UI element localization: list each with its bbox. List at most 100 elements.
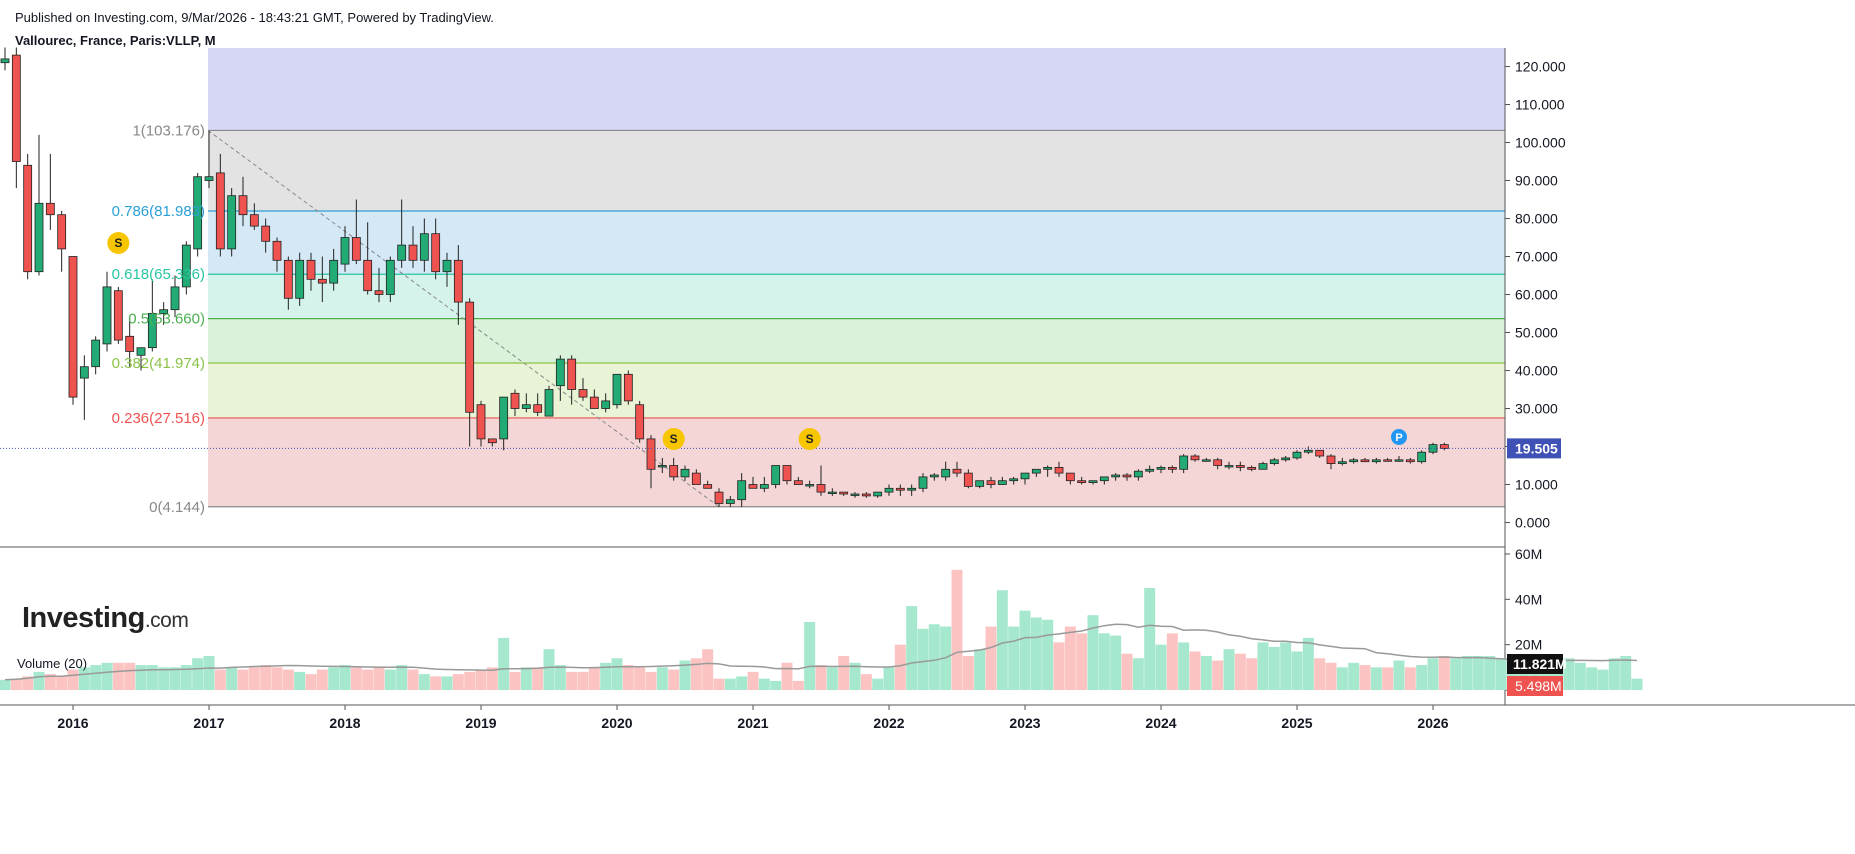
price-tick-label: 80.000	[1515, 211, 1558, 227]
volume-tick-label: 20M	[1515, 637, 1542, 653]
volume-bar	[520, 667, 532, 690]
volume-bar	[1552, 660, 1564, 690]
volume-bar	[271, 667, 283, 690]
publish-info: Published on Investing.com, 9/Mar/2026 -…	[15, 10, 494, 25]
fib-level-label: 0.618(65.336)	[112, 266, 205, 283]
candle-body	[1133, 470, 1143, 478]
volume-bar	[724, 678, 736, 690]
candle-body	[1428, 444, 1438, 453]
current-price-value: 19.505	[1515, 440, 1558, 456]
volume-bar	[101, 662, 113, 690]
volume-bar	[22, 676, 34, 690]
volume-bar	[996, 590, 1008, 690]
candle-body	[215, 172, 225, 250]
candle-body	[714, 491, 724, 504]
candle-body	[170, 286, 180, 311]
volume-bar	[339, 665, 351, 690]
fib-trend-line	[207, 130, 720, 508]
volume-bar	[679, 660, 691, 690]
volume-bar	[804, 622, 816, 690]
volume-bar	[974, 649, 986, 690]
candle-body	[11, 54, 21, 162]
candle-body	[159, 309, 169, 314]
volume-pane-title: Volume (20)	[17, 656, 88, 671]
volume-bar	[407, 669, 419, 690]
fib-zone	[208, 417, 1505, 507]
volume-bar	[430, 676, 442, 690]
fib-zone	[208, 210, 1505, 275]
candle-body	[771, 465, 781, 485]
current-price-badge	[1507, 438, 1561, 459]
price-tick-label: 50.000	[1515, 325, 1558, 341]
logo-text: Investing	[22, 602, 145, 634]
candle-body	[952, 468, 962, 474]
fib-zone	[208, 362, 1505, 418]
candle-body	[816, 484, 826, 493]
candle-body	[476, 404, 486, 440]
candle-body	[329, 259, 339, 284]
candle-body	[941, 468, 951, 478]
candle-body	[601, 400, 611, 409]
last-volume-badge	[1507, 676, 1563, 696]
volume-bar	[758, 678, 770, 690]
price-tick-label: 10.000	[1515, 477, 1558, 493]
volume-bar	[1438, 656, 1450, 690]
volume-bar	[883, 667, 895, 690]
candle-body	[567, 358, 577, 390]
candle-body	[1167, 466, 1177, 470]
volume-bar	[316, 669, 328, 690]
candle-body	[1371, 459, 1381, 463]
volume-bar	[112, 662, 124, 690]
volume-bar	[1506, 658, 1518, 690]
volume-tick-label: 60M	[1515, 546, 1542, 562]
volume-bar	[384, 669, 396, 690]
volume-bar	[1076, 633, 1088, 690]
candle-body	[238, 195, 248, 216]
candle-body	[23, 164, 33, 273]
volume-bar	[985, 626, 997, 690]
candle-body	[1439, 444, 1449, 449]
candle-body	[612, 373, 622, 406]
candle-body	[1201, 459, 1211, 462]
volume-bar	[1427, 658, 1439, 690]
volume-bar	[1404, 667, 1416, 690]
volume-bar	[736, 676, 748, 690]
time-tick-label: 2021	[737, 715, 768, 731]
volume-bar	[1053, 642, 1065, 690]
volume-bar	[203, 656, 215, 690]
volume-bar	[1087, 615, 1099, 690]
volume-bar	[1608, 658, 1620, 690]
volume-bar	[815, 665, 827, 690]
p-marker	[1391, 429, 1407, 445]
volume-bar	[1359, 665, 1371, 690]
volume-bar	[44, 674, 56, 690]
candle-body	[1179, 455, 1189, 470]
candle-body	[1349, 459, 1359, 463]
volume-bar	[1223, 649, 1235, 690]
volume-bar	[169, 667, 181, 690]
price-tick-label: 100.000	[1515, 135, 1566, 151]
candle-body	[45, 202, 55, 216]
volume-bar	[362, 669, 374, 690]
marker-label: S	[114, 236, 122, 250]
candle-body	[1020, 472, 1030, 480]
candle-body	[884, 487, 894, 493]
fibonacci-retracement[interactable]	[207, 48, 1505, 508]
volume-bar	[1416, 665, 1428, 690]
volume-bar	[226, 667, 238, 690]
volume-bar	[1200, 656, 1212, 690]
candle-body	[1281, 457, 1291, 461]
candle-body	[929, 474, 939, 478]
candle-body	[839, 491, 849, 495]
candle-body	[669, 465, 679, 478]
candle-body	[1405, 459, 1415, 463]
volume-bar	[0, 679, 11, 690]
volume-bar	[781, 662, 793, 690]
volume-bar	[282, 669, 294, 690]
candle-body	[578, 389, 588, 398]
candle-body	[317, 278, 327, 284]
candle-body	[1065, 472, 1075, 482]
volume-bar	[1121, 653, 1133, 690]
volume-bar	[350, 667, 362, 690]
